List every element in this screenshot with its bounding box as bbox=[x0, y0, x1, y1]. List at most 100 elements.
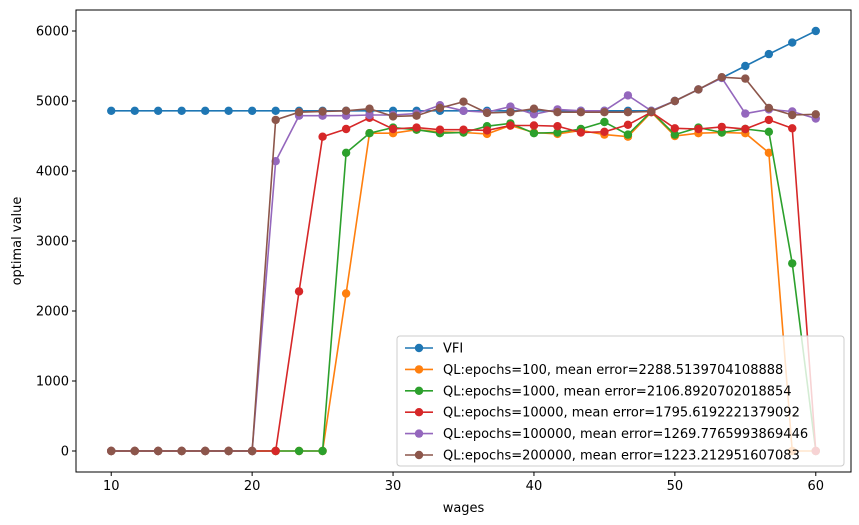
legend-marker bbox=[414, 408, 424, 417]
data-point bbox=[623, 130, 633, 139]
data-point bbox=[107, 106, 116, 116]
data-point bbox=[553, 122, 562, 131]
y-tick-label: 3000 bbox=[36, 235, 69, 250]
data-point bbox=[294, 108, 304, 117]
data-point bbox=[741, 61, 750, 71]
legend-marker bbox=[414, 343, 424, 353]
data-point bbox=[130, 106, 139, 116]
data-point bbox=[764, 115, 774, 125]
data-point bbox=[294, 446, 304, 456]
data-point bbox=[811, 26, 820, 36]
data-point bbox=[294, 287, 304, 296]
data-point bbox=[318, 446, 327, 456]
data-point bbox=[694, 85, 703, 94]
axes: 10 20 30 40 50 60 0 1000 2000 3000 4000 5000 6000 bbox=[36, 25, 824, 495]
data-point bbox=[764, 148, 774, 157]
data-point bbox=[553, 128, 562, 137]
y-tick-label: 4000 bbox=[36, 165, 69, 180]
data-point bbox=[177, 106, 186, 116]
data-point bbox=[224, 446, 233, 456]
data-point bbox=[341, 148, 351, 157]
data-point bbox=[788, 124, 797, 133]
data-point bbox=[694, 124, 703, 134]
legend: VFI QL:epochs=100, mean error=2288.513970… bbox=[396, 335, 845, 467]
data-point bbox=[482, 108, 492, 118]
data-point bbox=[107, 446, 116, 456]
data-point bbox=[741, 124, 750, 134]
data-point bbox=[670, 124, 680, 133]
legend-marker bbox=[414, 429, 424, 438]
series-5 bbox=[107, 73, 820, 456]
data-point bbox=[201, 106, 210, 116]
data-point bbox=[435, 125, 445, 134]
data-point bbox=[271, 446, 280, 456]
data-point bbox=[764, 49, 774, 59]
data-point bbox=[318, 107, 327, 116]
data-point bbox=[459, 97, 468, 106]
data-point bbox=[788, 38, 797, 47]
legend-marker bbox=[414, 365, 424, 374]
x-tick-label: 10 bbox=[103, 479, 120, 494]
data-point bbox=[506, 108, 515, 117]
data-point bbox=[177, 446, 186, 456]
y-tick-label: 1000 bbox=[36, 375, 69, 390]
data-point bbox=[717, 122, 726, 132]
data-point bbox=[764, 127, 774, 136]
data-point bbox=[623, 120, 633, 129]
data-point bbox=[600, 108, 609, 117]
x-tick-label: 30 bbox=[385, 479, 402, 494]
data-point bbox=[224, 106, 233, 116]
legend-item: QL:epochs=100, mean error=2288.513970410… bbox=[405, 363, 783, 378]
y-tick-label: 0 bbox=[61, 445, 69, 460]
data-point bbox=[529, 129, 539, 138]
data-point bbox=[600, 127, 609, 136]
data-point bbox=[482, 126, 492, 135]
data-point bbox=[623, 108, 633, 117]
data-point bbox=[576, 128, 586, 137]
x-tick-label: 40 bbox=[526, 479, 543, 494]
legend-label: QL:epochs=200000, mean error=1223.212951… bbox=[443, 449, 800, 464]
data-point bbox=[247, 106, 257, 116]
data-point bbox=[412, 123, 421, 132]
data-point bbox=[388, 112, 398, 121]
y-tick-label: 5000 bbox=[36, 95, 69, 110]
data-point bbox=[247, 446, 257, 456]
data-point bbox=[271, 115, 280, 125]
data-point bbox=[435, 103, 445, 113]
data-point bbox=[459, 125, 468, 134]
legend-box bbox=[396, 335, 845, 467]
data-point bbox=[600, 117, 609, 127]
x-tick-label: 20 bbox=[244, 479, 261, 494]
legend-label: QL:epochs=10000, mean error=1795.6192221… bbox=[443, 406, 800, 421]
data-point bbox=[623, 91, 633, 100]
legend-marker bbox=[414, 386, 424, 395]
data-point bbox=[811, 110, 820, 119]
data-point bbox=[670, 96, 680, 106]
data-point bbox=[788, 259, 797, 268]
data-point bbox=[741, 74, 750, 83]
legend-item: QL:epochs=1000, mean error=2106.89207020… bbox=[405, 384, 792, 399]
data-point bbox=[506, 121, 515, 130]
legend-label: QL:epochs=100, mean error=2288.513970410… bbox=[443, 363, 783, 378]
data-point bbox=[201, 446, 210, 456]
data-point bbox=[388, 124, 398, 134]
data-point bbox=[529, 104, 539, 113]
data-point bbox=[271, 106, 280, 116]
data-point bbox=[130, 446, 139, 456]
data-point bbox=[365, 110, 374, 120]
data-point bbox=[717, 73, 726, 82]
data-point bbox=[670, 130, 680, 139]
x-tick-label: 50 bbox=[667, 479, 684, 494]
data-point bbox=[341, 289, 351, 298]
y-tick-label: 2000 bbox=[36, 305, 69, 320]
legend-item: QL:epochs=10000, mean error=1795.6192221… bbox=[405, 406, 800, 421]
legend-item: QL:epochs=100000, mean error=1269.776599… bbox=[405, 427, 808, 442]
plot-area bbox=[107, 26, 820, 456]
data-point bbox=[459, 106, 468, 116]
data-point bbox=[529, 121, 539, 130]
x-axis-label: wages bbox=[443, 501, 485, 516]
data-point bbox=[341, 124, 351, 134]
y-axis-label: optimal value bbox=[10, 197, 25, 286]
legend-label: VFI bbox=[443, 342, 463, 357]
